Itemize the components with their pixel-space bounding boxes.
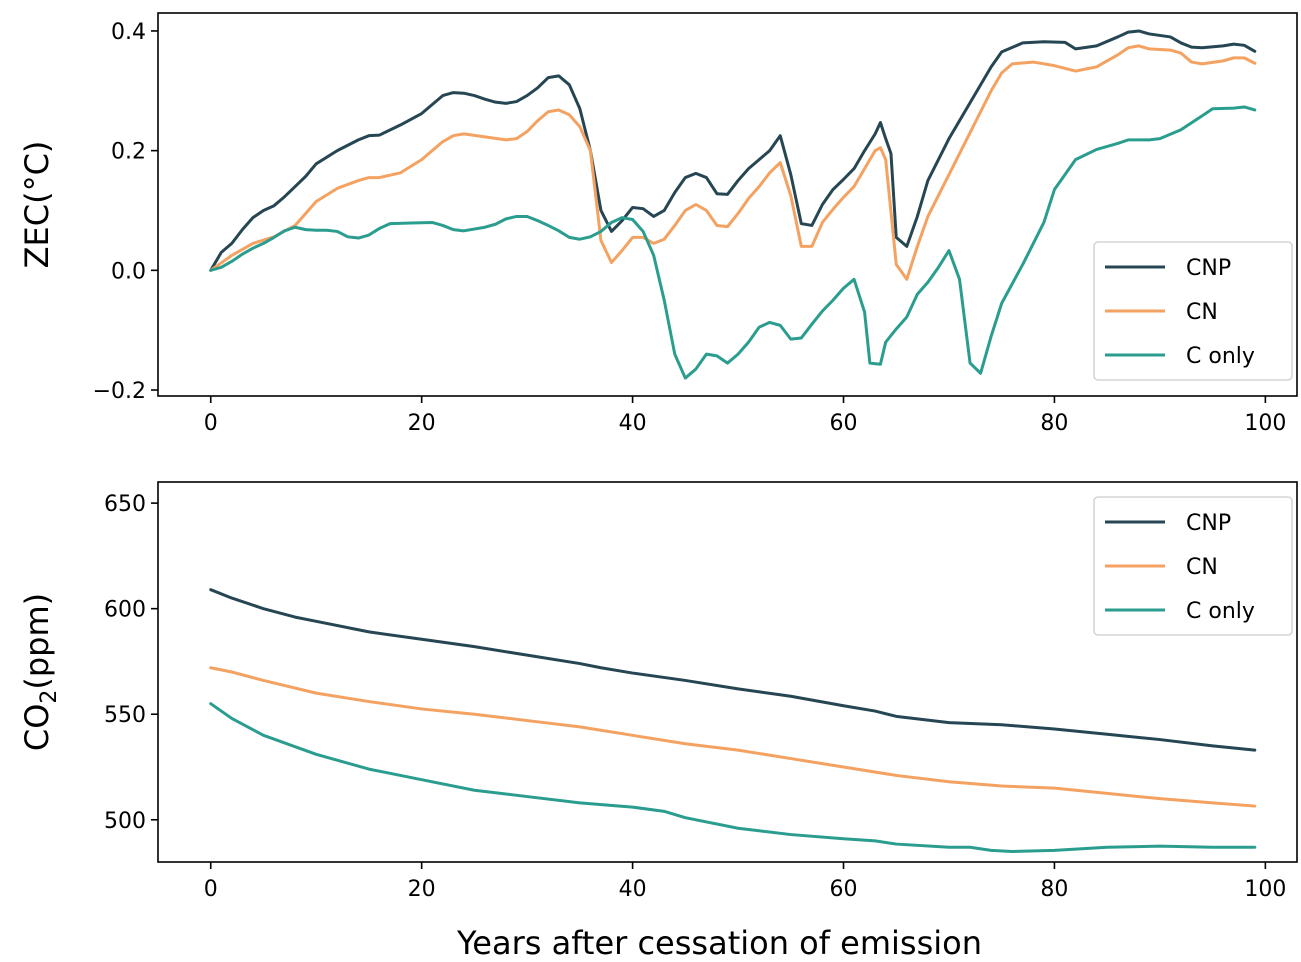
legend-entry-label: C only xyxy=(1186,344,1255,369)
co2-panel: 0 20 40 60 80 100 500 550 600 650 CO2(ppm) Years af… xyxy=(18,481,1298,962)
legend: CNP CN C only xyxy=(1093,241,1293,381)
y-tick-label: 600 xyxy=(104,598,146,623)
series-line-cnp xyxy=(209,588,1257,752)
y-tick-label: 0.4 xyxy=(111,20,146,45)
y-axis-label: CO2(ppm) xyxy=(18,593,62,751)
legend-entry-label: CNP xyxy=(1186,256,1231,281)
x-tick-label: 0 xyxy=(204,877,218,902)
y-tick-label: 650 xyxy=(104,492,146,517)
series-line-c-only xyxy=(209,702,1257,853)
legend-entry-label: CN xyxy=(1186,555,1218,580)
axes-frame xyxy=(157,481,1298,863)
series-line-cn xyxy=(209,666,1257,808)
x-tick-label: 20 xyxy=(408,411,436,436)
x-axis-label: Years after cessation of emission xyxy=(456,924,982,962)
series-line-cnp xyxy=(209,29,1257,272)
x-tick-label: 80 xyxy=(1040,877,1068,902)
y-tick-label: −0.2 xyxy=(93,379,146,404)
legend-box xyxy=(1093,241,1293,381)
zec-panel: 0 20 40 60 80 100 −0.2 0.0 0.2 0.4 ZEC(°C) CNP CN C o… xyxy=(18,12,1298,436)
series-line-cn xyxy=(209,44,1257,281)
x-tick-label: 60 xyxy=(830,411,858,436)
x-tick-label: 40 xyxy=(619,877,647,902)
axes-frame xyxy=(157,12,1298,397)
y-tick-label: 500 xyxy=(104,809,146,834)
x-tick-label: 80 xyxy=(1040,411,1068,436)
legend-box xyxy=(1093,496,1293,636)
legend-entry-label: CNP xyxy=(1186,511,1231,536)
x-tick-label: 0 xyxy=(204,411,218,436)
x-tick-label: 20 xyxy=(408,877,436,902)
legend: CNP CN C only xyxy=(1093,496,1293,636)
y-tick-label: 0.0 xyxy=(111,259,146,284)
legend-entry-label: CN xyxy=(1186,300,1218,325)
x-tick-label: 100 xyxy=(1244,877,1286,902)
x-tick-label: 40 xyxy=(619,411,647,436)
y-axis-label: ZEC(°C) xyxy=(18,141,56,269)
x-tick-label: 60 xyxy=(830,877,858,902)
y-tick-label: 550 xyxy=(104,703,146,728)
series-line-c-only xyxy=(209,105,1257,380)
x-tick-label: 100 xyxy=(1244,411,1286,436)
legend-entry-label: C only xyxy=(1186,599,1255,624)
y-tick-label: 0.2 xyxy=(111,140,146,165)
